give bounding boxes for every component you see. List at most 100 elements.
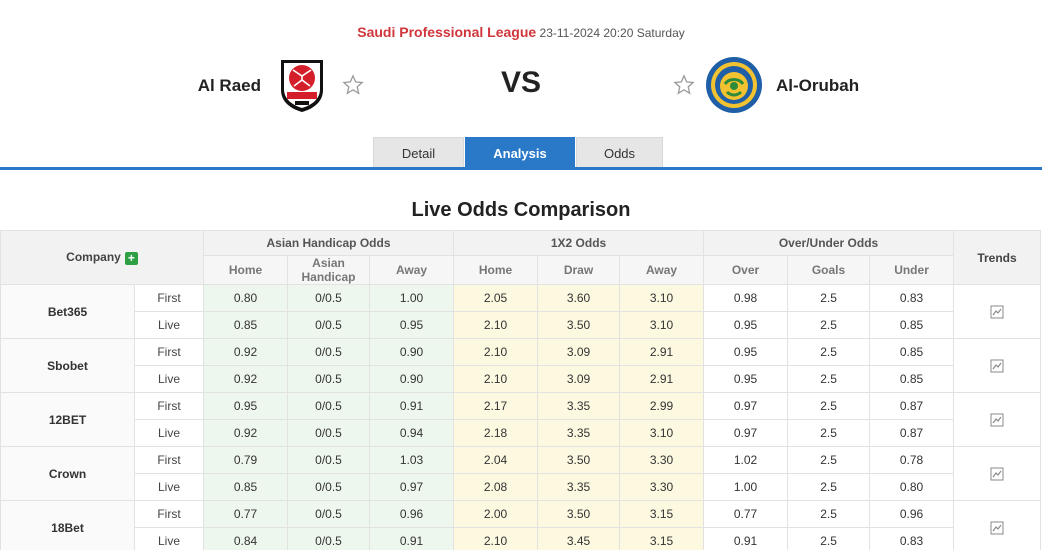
odds-cell[interactable]: 2.10 [453, 365, 539, 393]
tab-odds[interactable]: Odds [576, 137, 663, 168]
odds-cell[interactable]: 0.97 [703, 419, 789, 447]
odds-cell[interactable]: 0.79 [203, 446, 288, 474]
star-outline-icon[interactable] [673, 74, 695, 96]
plus-icon[interactable]: + [124, 251, 138, 265]
odds-cell[interactable]: 2.17 [453, 392, 539, 420]
odds-cell[interactable]: 1.02 [703, 446, 789, 474]
odds-cell[interactable]: 3.50 [537, 500, 621, 528]
odds-cell[interactable]: 0.90 [368, 365, 455, 393]
odds-cell[interactable]: 3.15 [619, 500, 705, 528]
odds-cell[interactable]: 2.10 [453, 338, 539, 366]
odds-cell[interactable]: 3.30 [619, 446, 705, 474]
al-orubah-crest-icon[interactable] [705, 56, 763, 114]
odds-cell[interactable]: 0.87 [869, 419, 955, 447]
line-chart-icon[interactable] [990, 305, 1004, 319]
odds-cell[interactable]: 0.94 [368, 419, 455, 447]
odds-cell[interactable]: 0.95 [703, 311, 789, 339]
odds-cell[interactable]: 0/0.5 [287, 446, 370, 474]
odds-cell[interactable]: 0.87 [869, 392, 955, 420]
star-outline-icon[interactable] [342, 74, 364, 96]
odds-cell[interactable]: 0.96 [869, 500, 955, 528]
odds-cell[interactable]: 0.85 [203, 311, 288, 339]
company-name[interactable]: 12BET [0, 392, 135, 447]
odds-cell[interactable]: 3.35 [537, 473, 621, 501]
odds-cell[interactable]: 2.5 [787, 419, 871, 447]
tab-analysis[interactable]: Analysis [465, 137, 575, 168]
odds-cell[interactable]: 2.5 [787, 311, 871, 339]
odds-cell[interactable]: 0.92 [203, 365, 288, 393]
odds-cell[interactable]: 2.5 [787, 365, 871, 393]
odds-cell[interactable]: 0.83 [869, 284, 955, 312]
odds-cell[interactable]: 3.15 [619, 527, 705, 550]
odds-cell[interactable]: 3.45 [537, 527, 621, 550]
odds-cell[interactable]: 0.80 [869, 473, 955, 501]
odds-cell[interactable]: 0/0.5 [287, 392, 370, 420]
odds-cell[interactable]: 2.00 [453, 500, 539, 528]
odds-cell[interactable]: 0/0.5 [287, 284, 370, 312]
odds-cell[interactable]: 3.60 [537, 284, 621, 312]
odds-cell[interactable]: 1.00 [368, 284, 455, 312]
odds-cell[interactable]: 1.00 [703, 473, 789, 501]
league-name[interactable]: Saudi Professional League [357, 24, 537, 40]
line-chart-icon[interactable] [990, 521, 1004, 535]
line-chart-icon[interactable] [990, 467, 1004, 481]
company-name[interactable]: Bet365 [0, 284, 135, 339]
odds-cell[interactable]: 0.84 [203, 527, 288, 550]
odds-cell[interactable]: 2.5 [787, 446, 871, 474]
odds-cell[interactable]: 2.05 [453, 284, 539, 312]
odds-cell[interactable]: 3.30 [619, 473, 705, 501]
odds-cell[interactable]: 0.77 [703, 500, 789, 528]
line-chart-icon[interactable] [990, 359, 1004, 373]
odds-cell[interactable]: 0/0.5 [287, 365, 370, 393]
odds-cell[interactable]: 2.5 [787, 284, 871, 312]
odds-cell[interactable]: 0.90 [368, 338, 455, 366]
odds-cell[interactable]: 2.18 [453, 419, 539, 447]
odds-cell[interactable]: 3.35 [537, 419, 621, 447]
odds-cell[interactable]: 2.91 [619, 338, 705, 366]
company-name[interactable]: Sbobet [0, 338, 135, 393]
odds-cell[interactable]: 3.09 [537, 365, 621, 393]
odds-cell[interactable]: 0/0.5 [287, 527, 370, 550]
odds-cell[interactable]: 0.91 [368, 392, 455, 420]
odds-cell[interactable]: 0.95 [703, 338, 789, 366]
odds-cell[interactable]: 0.96 [368, 500, 455, 528]
odds-cell[interactable]: 3.10 [619, 311, 705, 339]
odds-cell[interactable]: 0.92 [203, 338, 288, 366]
odds-cell[interactable]: 0.95 [703, 365, 789, 393]
odds-cell[interactable]: 0.77 [203, 500, 288, 528]
odds-cell[interactable]: 2.5 [787, 527, 871, 550]
odds-cell[interactable]: 0.83 [869, 527, 955, 550]
odds-cell[interactable]: 3.50 [537, 311, 621, 339]
odds-cell[interactable]: 0/0.5 [287, 419, 370, 447]
odds-cell[interactable]: 2.5 [787, 500, 871, 528]
company-name[interactable]: 18Bet [0, 500, 135, 550]
odds-cell[interactable]: 0.85 [869, 365, 955, 393]
al-raed-crest-icon[interactable] [273, 56, 331, 114]
odds-cell[interactable]: 0.95 [368, 311, 455, 339]
odds-cell[interactable]: 0.97 [703, 392, 789, 420]
odds-cell[interactable]: 0/0.5 [287, 473, 370, 501]
odds-cell[interactable]: 3.10 [619, 284, 705, 312]
odds-cell[interactable]: 2.10 [453, 311, 539, 339]
odds-cell[interactable]: 0/0.5 [287, 338, 370, 366]
odds-cell[interactable]: 0/0.5 [287, 311, 370, 339]
odds-cell[interactable]: 0.97 [368, 473, 455, 501]
odds-cell[interactable]: 0.85 [203, 473, 288, 501]
odds-cell[interactable]: 2.5 [787, 392, 871, 420]
away-team-name[interactable]: Al-Orubah [776, 76, 860, 95]
odds-cell[interactable]: 0/0.5 [287, 500, 370, 528]
odds-cell[interactable]: 0.85 [869, 311, 955, 339]
home-team-name[interactable]: Al Raed [197, 76, 261, 95]
odds-cell[interactable]: 2.5 [787, 338, 871, 366]
odds-cell[interactable]: 2.91 [619, 365, 705, 393]
odds-cell[interactable]: 2.99 [619, 392, 705, 420]
odds-cell[interactable]: 3.09 [537, 338, 621, 366]
odds-cell[interactable]: 3.35 [537, 392, 621, 420]
odds-cell[interactable]: 2.08 [453, 473, 539, 501]
line-chart-icon[interactable] [990, 413, 1004, 427]
odds-cell[interactable]: 3.10 [619, 419, 705, 447]
odds-cell[interactable]: 0.95 [203, 392, 288, 420]
company-name[interactable]: Crown [0, 446, 135, 501]
odds-cell[interactable]: 2.10 [453, 527, 539, 550]
odds-cell[interactable]: 2.5 [787, 473, 871, 501]
